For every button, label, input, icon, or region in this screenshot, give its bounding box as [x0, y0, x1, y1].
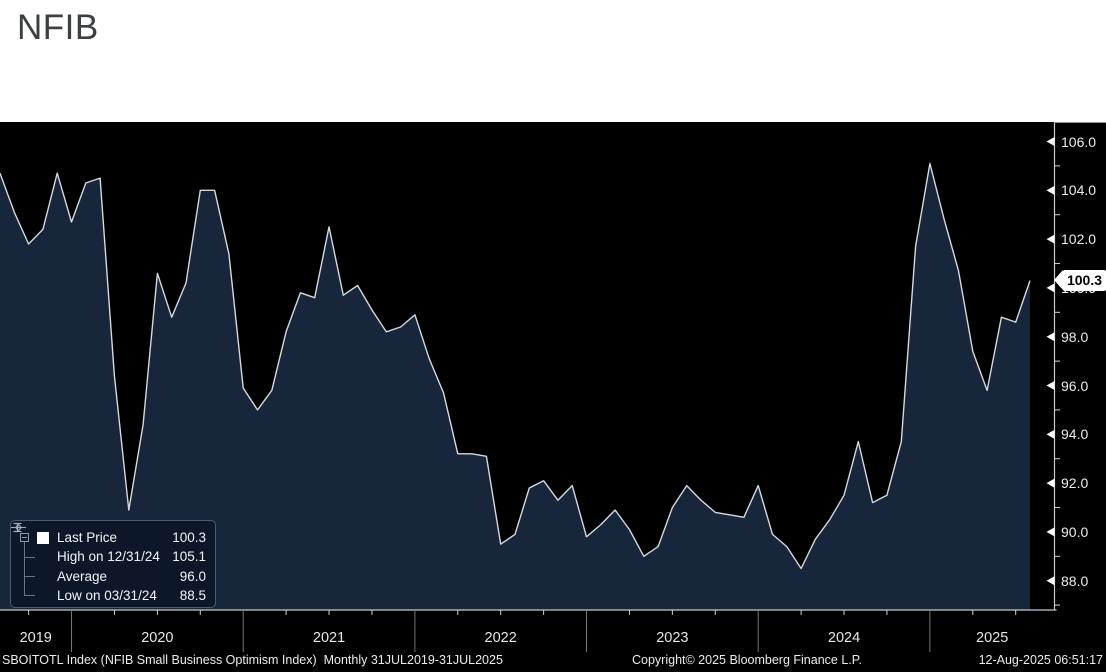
legend-label: Last Price [57, 530, 118, 546]
legend-label: High on 12/31/24 [57, 549, 160, 565]
y-major-tick-arrow [1046, 283, 1055, 293]
copyright-text: Copyright© 2025 Bloomberg Finance L.P. [632, 653, 862, 667]
legend-expander-icon[interactable] [20, 533, 29, 542]
y-axis-label: 96.0 [1061, 377, 1089, 394]
last-price-badge[interactable]: 100.3 [1054, 270, 1106, 292]
y-axis-label: 106.0 [1061, 133, 1097, 150]
y-major-tick-arrow [1046, 185, 1055, 195]
price-plot-area[interactable] [0, 122, 1106, 672]
price-line [0, 162, 1031, 570]
legend-label: Average [57, 568, 108, 584]
y-axis-label: 104.0 [1061, 182, 1097, 199]
legend-value: 96.0 [179, 568, 206, 584]
average-marker-icon [11, 523, 52, 583]
y-major-tick-arrow [1046, 381, 1055, 391]
series-swatch-icon [37, 531, 52, 545]
x-axis-year-label: 2024 [827, 630, 861, 646]
legend-tree-branch [24, 576, 35, 577]
y-axis-label: 94.0 [1061, 426, 1089, 443]
legend-label: Low on 03/31/24 [57, 588, 157, 604]
legend-tree-line [24, 542, 25, 596]
y-axis-label: 90.0 [1061, 523, 1089, 540]
legend-value: 105.1 [172, 549, 206, 565]
bloomberg-chart: 106.0104.0102.0100.098.096.094.092.090.0… [0, 122, 1106, 672]
legend-row-low[interactable]: Low on 03/31/24 88.5 [11, 523, 215, 605]
y-major-tick-arrow [1046, 429, 1055, 439]
legend-value: 88.5 [179, 588, 206, 604]
legend-box[interactable]: Last Price 100.3 High on 12/31/24 105.1 … [10, 520, 216, 608]
y-major-tick-arrow [1046, 137, 1055, 147]
y-axis-label: 98.0 [1061, 328, 1089, 345]
legend-row-last-price[interactable]: Last Price 100.3 [11, 528, 215, 547]
y-major-tick-arrow [1046, 576, 1055, 586]
page-header: NFIB [0, 0, 1106, 122]
legend-value: 100.3 [172, 530, 206, 546]
y-major-tick-arrow [1046, 332, 1055, 342]
y-axis-label: 102.0 [1061, 231, 1097, 248]
y-major-tick-arrow [1046, 527, 1055, 537]
security-description: SBOITOTL Index (NFIB Small Business Opti… [2, 653, 503, 667]
x-axis-year-label: 2022 [484, 630, 517, 646]
y-major-tick-arrow [1046, 234, 1055, 244]
legend-row-high[interactable]: High on 12/31/24 105.1 [11, 522, 215, 566]
y-axis-label: 88.0 [1061, 572, 1089, 589]
x-axis-year-label: 2025 [976, 630, 1009, 646]
legend-tree-branch [24, 595, 35, 596]
y-major-tick-arrow [1046, 478, 1055, 488]
x-axis-year-label: 2021 [312, 630, 346, 646]
x-axis-year-label: 2023 [656, 630, 689, 646]
legend-tree-branch [24, 557, 35, 558]
status-bar: SBOITOTL Index (NFIB Small Business Opti… [0, 653, 1106, 671]
timestamp: 12-Aug-2025 06:51:17 [978, 653, 1103, 667]
legend-row-average[interactable]: Average 96.0 [11, 523, 215, 586]
y-axis-label: 92.0 [1061, 475, 1089, 492]
page-title: NFIB [17, 8, 99, 47]
x-axis-year-label: 2019 [19, 630, 52, 646]
high-marker-icon [13, 522, 52, 564]
x-axis-year-label: 2020 [141, 630, 174, 646]
area-fill [0, 163, 1030, 610]
low-marker-icon [13, 523, 52, 603]
